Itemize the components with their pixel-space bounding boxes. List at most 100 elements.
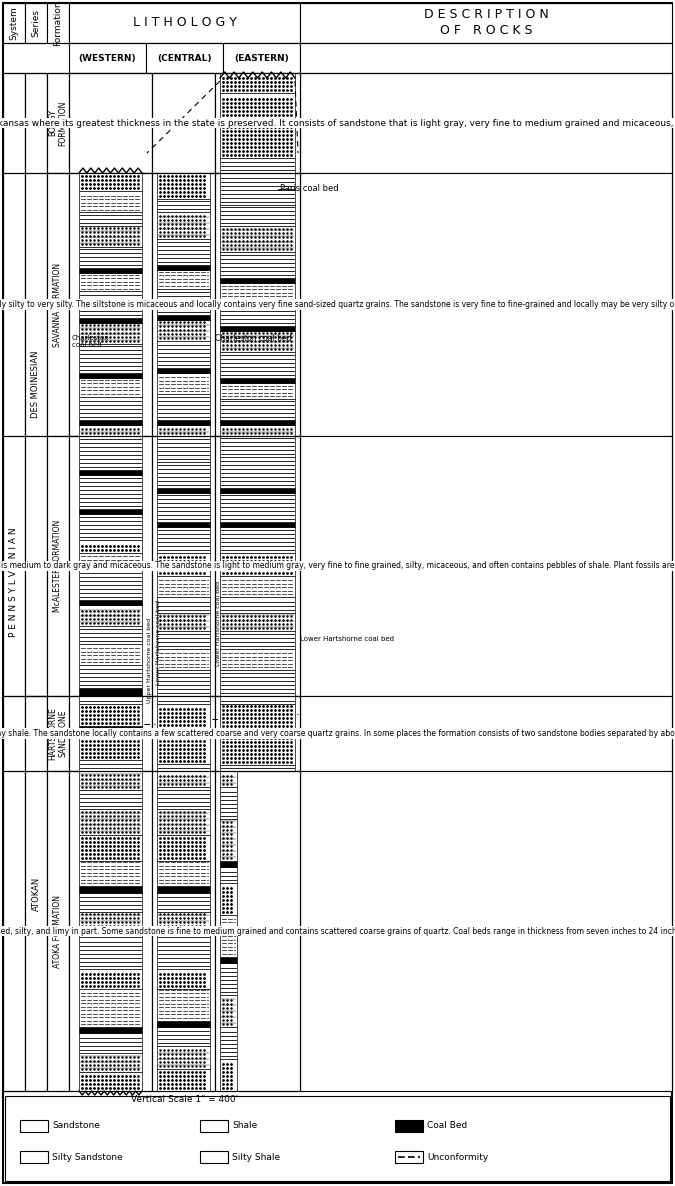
Bar [157, 771, 210, 788]
Bar [79, 372, 142, 378]
Bar [157, 522, 210, 527]
Text: Unconformity: Unconformity [427, 1153, 488, 1162]
Bar [220, 916, 237, 957]
Bar [79, 644, 142, 665]
Bar [152, 436, 215, 696]
Bar [25, 696, 47, 1091]
Bar [25, 4, 47, 43]
Bar [220, 649, 295, 670]
Bar [220, 331, 295, 352]
Bar [220, 204, 295, 225]
Bar [79, 696, 142, 703]
Text: ATOKAN: ATOKAN [32, 876, 40, 911]
Bar [157, 315, 210, 320]
Bar [220, 173, 295, 204]
Text: ATOKA FORMATION: ATOKA FORMATION [53, 894, 63, 968]
Text: The Atoka Formation consists of approximately 65% shale, 20% siltstone, 15% sand: The Atoka Formation consists of approxim… [0, 926, 675, 936]
Text: The Savanna Formation consists of medium-to dark-gray shale, lesser amounts of l: The Savanna Formation consists of medium… [0, 300, 675, 310]
Bar [220, 598, 295, 613]
Bar [79, 566, 142, 600]
Text: Lower Hartshorne coal bed: Lower Hartshorne coal bed [215, 581, 221, 667]
Bar [220, 788, 237, 820]
Text: SAVANNA FORMATION: SAVANNA FORMATION [53, 262, 63, 346]
Bar [157, 703, 210, 764]
Bar [47, 771, 69, 1091]
Bar [79, 835, 142, 861]
Bar [79, 396, 142, 420]
Text: Silty Sandstone: Silty Sandstone [52, 1153, 123, 1162]
Bar [220, 1027, 237, 1059]
Bar [220, 225, 295, 251]
Bar [157, 199, 210, 212]
Bar [157, 436, 210, 463]
Bar [146, 43, 223, 74]
Bar [157, 788, 210, 809]
Bar [79, 553, 142, 566]
Bar [220, 867, 237, 884]
Bar [157, 1069, 210, 1091]
Bar [300, 173, 672, 436]
Bar [79, 378, 142, 396]
Bar [157, 527, 210, 553]
Bar [215, 771, 300, 1091]
Bar [79, 912, 142, 937]
Bar [79, 509, 142, 514]
Bar [79, 1072, 142, 1091]
Bar [157, 886, 210, 893]
Bar [215, 173, 300, 436]
Text: P E N N S Y L V A N I A N: P E N N S Y L V A N I A N [9, 528, 18, 637]
Text: Shale: Shale [232, 1121, 257, 1130]
Bar [220, 93, 295, 158]
Bar [157, 613, 210, 631]
Bar [220, 487, 295, 493]
Bar [157, 809, 210, 835]
Text: Lower Hartshorne coal bed: Lower Hartshorne coal bed [157, 600, 161, 684]
Bar [157, 270, 210, 288]
Text: Charleston
coal bed: Charleston coal bed [72, 334, 110, 347]
Bar [157, 320, 210, 342]
Bar [79, 268, 142, 273]
Bar [79, 893, 142, 912]
Bar [157, 420, 210, 426]
Bar [157, 969, 210, 989]
Text: McALESTER FORMATION: McALESTER FORMATION [53, 519, 63, 612]
Bar [157, 598, 210, 613]
Bar [25, 74, 47, 696]
Text: Charleston coal bed: Charleston coal bed [215, 334, 292, 343]
Bar [220, 696, 295, 703]
Bar [3, 74, 25, 1091]
Bar [215, 74, 300, 173]
Bar [79, 212, 142, 225]
Text: O F   R O C K S: O F R O C K S [439, 25, 533, 38]
Bar [157, 173, 210, 199]
Text: Series: Series [32, 9, 40, 37]
Bar [79, 173, 142, 191]
Bar [220, 352, 295, 378]
Bar [220, 963, 237, 995]
Bar [152, 771, 215, 1091]
Bar [79, 273, 142, 292]
Bar [157, 670, 210, 696]
Bar [220, 553, 295, 576]
Bar [79, 600, 142, 605]
Bar [79, 344, 142, 372]
Text: Lower Hartshorne coal bed: Lower Hartshorne coal bed [300, 636, 394, 642]
Bar [79, 937, 142, 969]
Bar [157, 394, 210, 420]
Bar [220, 613, 295, 631]
Bar [157, 493, 210, 522]
Bar [79, 1053, 142, 1072]
Bar [220, 995, 237, 1027]
Bar [300, 74, 672, 173]
Text: DES MOINESIAN: DES MOINESIAN [32, 351, 40, 419]
Bar [220, 158, 295, 173]
Bar [69, 771, 152, 1091]
Bar [79, 771, 142, 790]
Bar [79, 626, 142, 644]
Bar [157, 835, 210, 861]
Bar [223, 43, 300, 74]
Bar [69, 43, 146, 74]
Text: Vertical Scale 1" = 400': Vertical Scale 1" = 400' [131, 1095, 238, 1103]
Bar [220, 457, 295, 487]
Bar [79, 514, 142, 540]
